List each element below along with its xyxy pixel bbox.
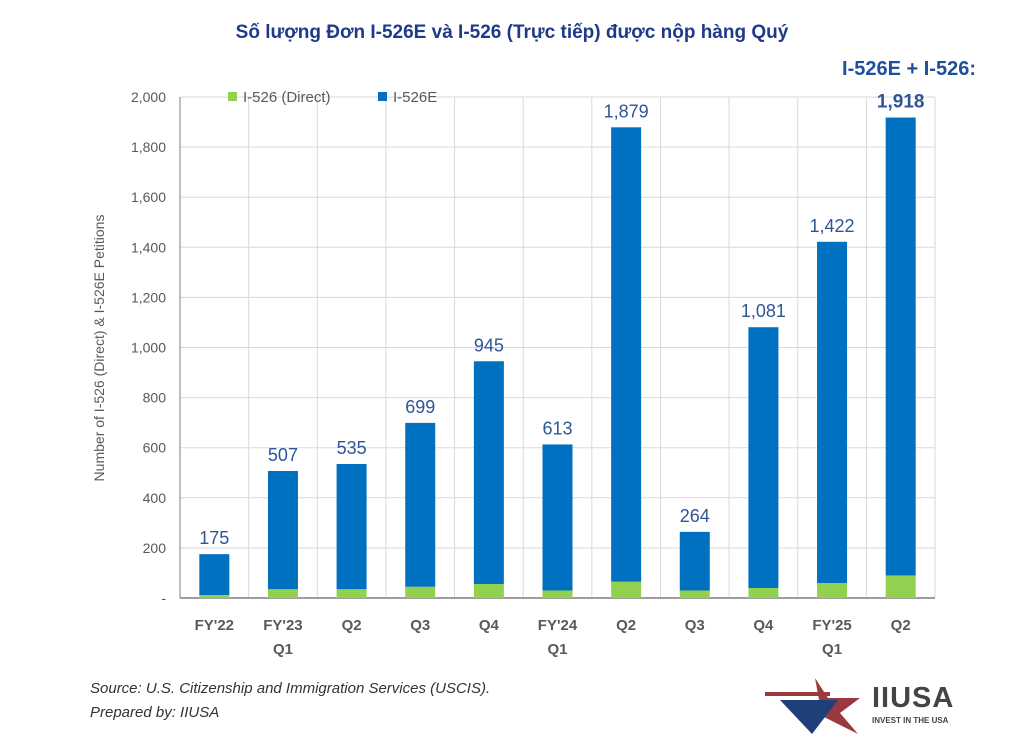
legend-swatch xyxy=(378,92,387,101)
bar-i-526e xyxy=(336,463,367,590)
bar-i-526-direct- xyxy=(748,587,779,598)
iiusa-logo: IIUSA INVEST IN THE USA xyxy=(760,676,1000,736)
y-tick-label: 1,600 xyxy=(131,189,166,205)
total-label: 945 xyxy=(474,335,504,355)
x-tick-label: Q2 xyxy=(891,617,911,634)
bar-i-526-direct- xyxy=(885,575,916,598)
y-tick-label: 600 xyxy=(143,440,167,456)
y-tick-label: - xyxy=(161,590,166,606)
total-label: 699 xyxy=(405,397,435,417)
star-icon xyxy=(765,678,860,734)
logo-text: IIUSA xyxy=(872,682,955,714)
x-tick-label: Q2 xyxy=(342,617,362,634)
bar-i-526e xyxy=(405,422,436,587)
y-tick-label: 200 xyxy=(143,540,167,556)
bar-i-526e xyxy=(611,127,642,582)
x-tick-label: FY'25 xyxy=(812,617,851,634)
total-label: 507 xyxy=(268,445,298,465)
bar-i-526-direct- xyxy=(405,586,436,598)
chart-title: Số lượng Đơn I-526E và I-526 (Trực tiếp)… xyxy=(235,22,789,43)
bar-i-526-direct- xyxy=(611,581,642,598)
total-label: 1,918 xyxy=(877,92,925,113)
prepared-by-note: Prepared by: IIUSA xyxy=(90,704,220,721)
y-tick-label: 1,200 xyxy=(131,289,166,305)
bar-i-526-direct- xyxy=(542,590,573,598)
bar-i-526e xyxy=(542,444,573,591)
y-tick-label: 1,400 xyxy=(131,239,166,255)
bar-i-526-direct- xyxy=(473,583,504,598)
bar-i-526-direct- xyxy=(679,590,710,598)
bar-i-526e xyxy=(748,327,779,588)
x-tick-label: Q2 xyxy=(616,617,636,634)
x-tick-label: Q4 xyxy=(479,617,500,634)
bar-i-526-direct- xyxy=(817,582,848,598)
x-tick-label: FY'24 xyxy=(538,617,578,634)
x-tick-label: Q1 xyxy=(273,641,293,658)
y-tick-label: 400 xyxy=(143,490,167,506)
annotation-text: I-526E + I-526: xyxy=(842,58,976,80)
combined-annotation: I-526E + I-526: xyxy=(842,58,976,81)
stacked-bar-chart: - 200 400 600 800 1,000 1,200 1,400 1,600 1,800 2,… xyxy=(91,89,936,658)
bar-i-526e xyxy=(885,117,916,576)
logo-tagline: INVEST IN THE USA xyxy=(872,716,949,725)
total-label: 1,879 xyxy=(604,101,649,121)
bar-i-526-direct- xyxy=(336,589,367,598)
x-tick-label: Q3 xyxy=(685,617,705,634)
x-tick-label: Q3 xyxy=(410,617,430,634)
total-label: 1,422 xyxy=(810,216,855,236)
legend-label: I-526E xyxy=(393,89,437,106)
bar-i-526e xyxy=(267,470,298,590)
y-tick-label: 800 xyxy=(143,390,167,406)
y-axis-label: Number of I-526 (Direct) & I-526E Petiti… xyxy=(91,215,107,482)
bar-i-526e xyxy=(817,241,848,583)
total-label: 535 xyxy=(337,438,367,458)
total-label: 613 xyxy=(542,418,572,438)
x-tick-label: Q4 xyxy=(753,617,774,634)
x-tick-label: Q1 xyxy=(547,641,567,658)
legend-label: I-526 (Direct) xyxy=(243,89,331,106)
x-tick-label: FY'22 xyxy=(195,617,234,634)
y-tick-label: 1,000 xyxy=(131,340,166,356)
bar-i-526e xyxy=(199,554,230,595)
x-tick-label: Q1 xyxy=(822,641,842,658)
bar-i-526e xyxy=(679,531,710,591)
total-label: 175 xyxy=(199,528,229,548)
source-note: Source: U.S. Citizenship and Immigration… xyxy=(90,680,491,697)
bar-i-526-direct- xyxy=(267,589,298,598)
legend-swatch xyxy=(228,92,237,101)
total-label: 264 xyxy=(680,506,710,526)
y-tick-label: 2,000 xyxy=(131,89,166,105)
bar-i-526e xyxy=(473,361,504,584)
total-label: 1,081 xyxy=(741,301,786,321)
y-tick-label: 1,800 xyxy=(131,139,166,155)
bar-i-526-direct- xyxy=(199,594,230,598)
x-tick-label: FY'23 xyxy=(263,617,302,634)
